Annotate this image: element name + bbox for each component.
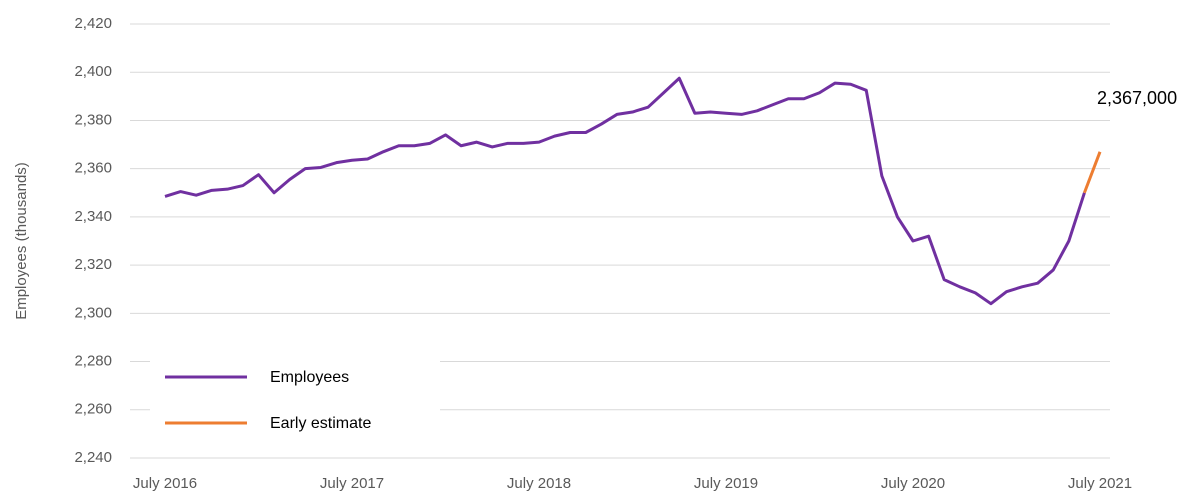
- legend-background: [150, 350, 440, 445]
- y-tick-label: 2,300: [74, 304, 112, 321]
- y-tick-label: 2,360: [74, 160, 112, 177]
- y-tick-label: 2,280: [74, 353, 112, 370]
- x-tick-label: July 2016: [133, 475, 197, 492]
- y-tick-label: 2,260: [74, 401, 112, 418]
- x-tick-label: July 2018: [507, 475, 571, 492]
- series-line: [164, 76, 1086, 306]
- y-tick-label: 2,420: [74, 15, 112, 32]
- legend-label: Early estimate: [270, 415, 371, 432]
- series-line: [1083, 151, 1102, 194]
- y-tick-label: 2,340: [74, 208, 112, 225]
- y-tick-label: 2,380: [74, 111, 112, 128]
- x-tick-label: July 2021: [1068, 475, 1132, 492]
- x-tick-label: July 2019: [694, 475, 758, 492]
- y-tick-label: 2,400: [74, 63, 112, 80]
- x-tick-label: July 2020: [881, 475, 945, 492]
- legend-label: Employees: [270, 369, 349, 386]
- annotation: 2,367,000: [1097, 88, 1177, 108]
- y-tick-label: 2,320: [74, 256, 112, 273]
- y-axis-label: Employees (thousands): [13, 162, 30, 320]
- x-tick-label: July 2017: [320, 475, 384, 492]
- y-tick-label: 2,240: [74, 449, 112, 466]
